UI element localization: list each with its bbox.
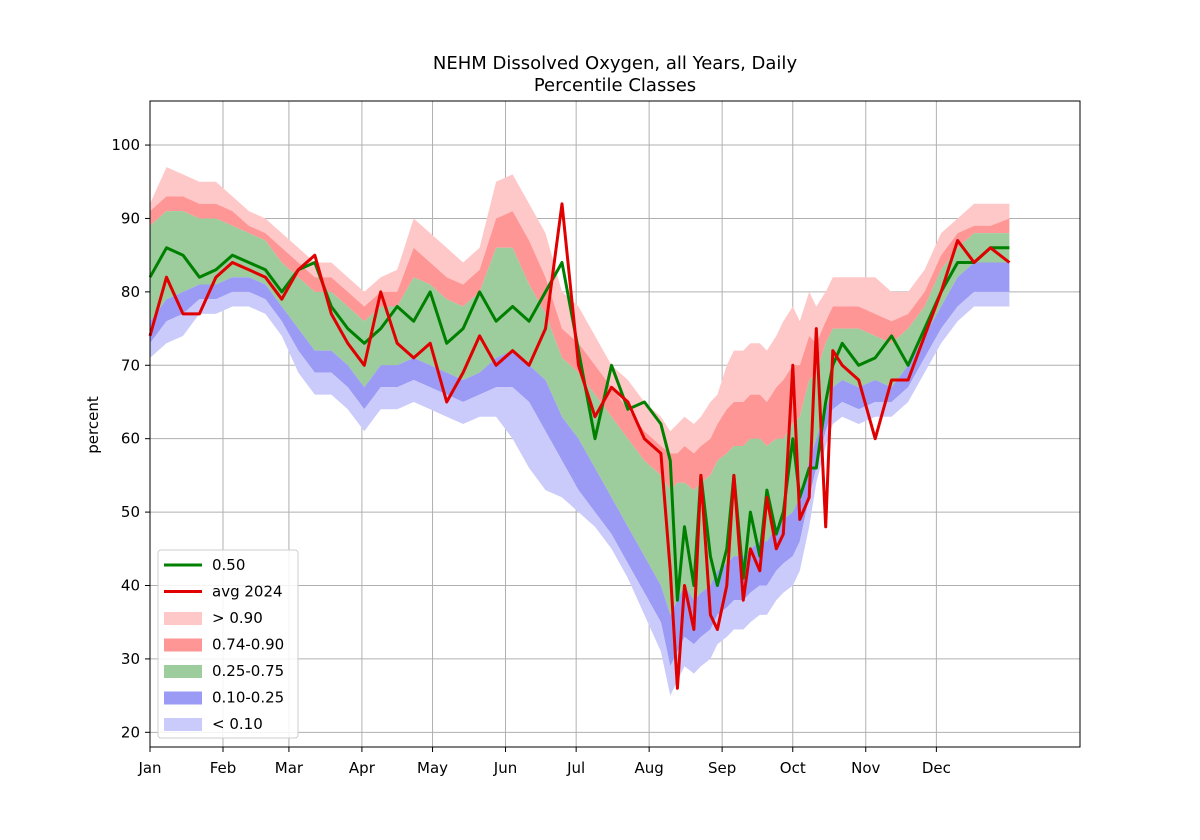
y-tick-label: 80 — [121, 283, 140, 301]
legend-label-0-25-0-75: 0.25-0.75 — [212, 662, 284, 680]
x-tick-label: Dec — [922, 759, 951, 777]
x-tick-label: Mar — [275, 759, 304, 777]
x-tick-label: Feb — [210, 759, 237, 777]
chart-title: NEHM Dissolved Oxygen, all Years, Daily — [433, 53, 798, 74]
legend-swatch-0-10-0-25 — [164, 691, 202, 705]
legend-label-0-50: 0.50 — [212, 556, 245, 574]
series-line-avg-2024 — [148, 202, 1011, 690]
y-tick-label: 50 — [121, 503, 140, 521]
x-tick-label: Aug — [634, 759, 663, 777]
band-0-10-0-25 — [150, 262, 1010, 667]
x-tick-label: Jan — [137, 759, 161, 777]
legend-label-0-10: < 0.10 — [212, 715, 263, 733]
x-tick-label: Oct — [780, 759, 806, 777]
legend-swatch-0-90 — [164, 612, 202, 625]
band-0-10 — [150, 291, 1010, 696]
y-axis-label: percent — [84, 396, 102, 454]
x-tick-label: May — [417, 759, 448, 777]
legend-box — [157, 549, 299, 739]
legend: 0.50 avg 2024 > 0.90 0.74-0.90 0.25-0.75 0.10… — [157, 549, 299, 739]
series-lines — [148, 202, 1011, 690]
y-tick-label: 60 — [121, 430, 140, 448]
x-tick-label: Apr — [349, 759, 376, 777]
legend-label-0-10-0-25: 0.10-0.25 — [212, 689, 284, 707]
plot-frame — [149, 100, 1081, 748]
legend-swatch-0-10 — [164, 718, 202, 731]
chart-subtitle: Percentile Classes — [534, 75, 696, 96]
band-0-90 — [150, 167, 1010, 454]
y-tick-label: 30 — [121, 650, 140, 668]
y-tick-label: 40 — [121, 577, 140, 595]
x-axis: Jan Feb Mar Apr May Jun Jul Aug Sep Oct Nov Dec — [137, 747, 951, 777]
legend-label-avg-2024: avg 2024 — [212, 583, 283, 601]
legend-label-0-74-0-90: 0.74-0.90 — [212, 636, 284, 654]
y-tick-label: 90 — [121, 209, 140, 227]
y-axis: 20 30 40 50 60 70 80 90 100 — [111, 136, 150, 741]
legend-label-0-90: > 0.90 — [212, 609, 263, 627]
x-tick-label: Jul — [566, 759, 585, 777]
y-tick-label: 100 — [111, 136, 140, 154]
legend-swatch-0-74-0-90 — [164, 638, 202, 652]
x-tick-label: Sep — [708, 759, 736, 777]
y-tick-label: 20 — [121, 723, 140, 741]
x-tick-label: Nov — [851, 759, 880, 777]
x-tick-label: Jun — [493, 759, 517, 777]
legend-swatch-0-25-0-75 — [164, 665, 202, 678]
y-tick-label: 70 — [121, 356, 140, 374]
band-0-25-0-75 — [150, 211, 1010, 615]
